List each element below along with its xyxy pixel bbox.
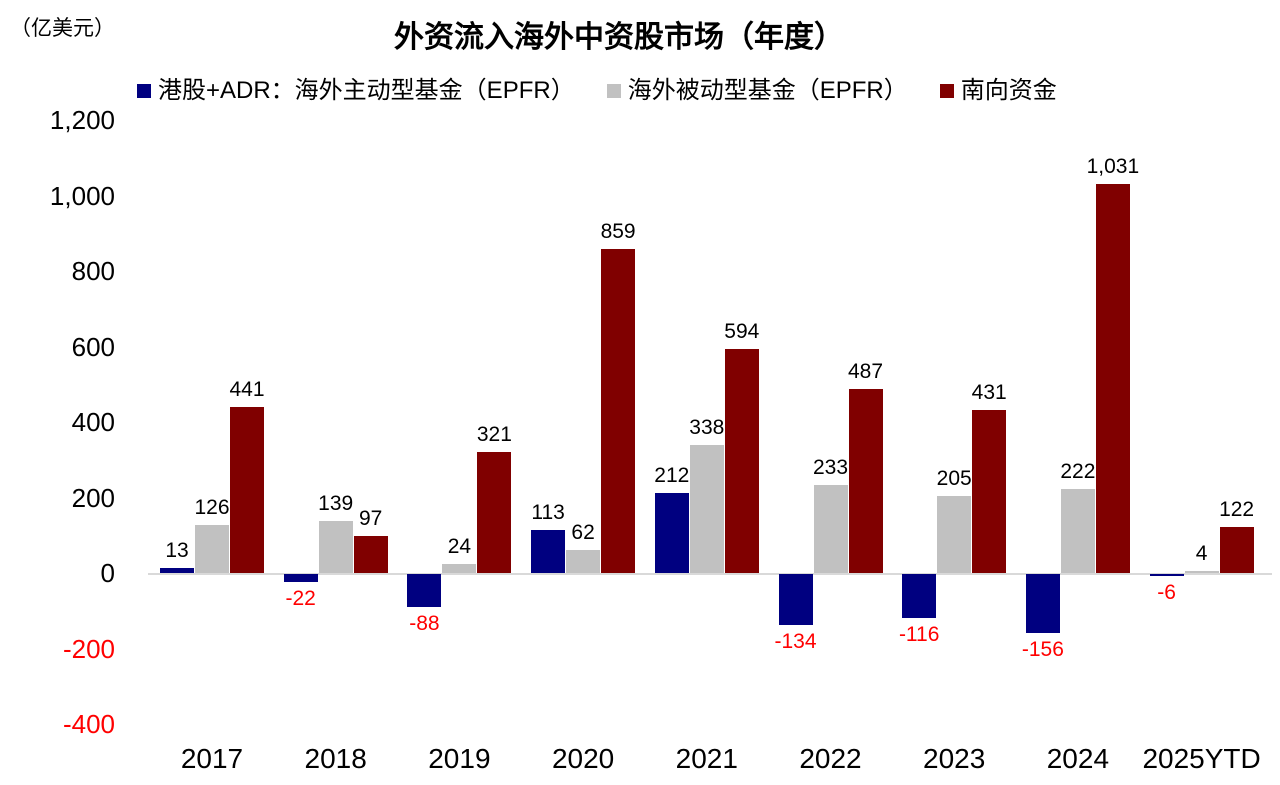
legend-item-0: 港股+ADR：海外主动型基金（EPFR）: [137, 76, 575, 106]
bar-2017-series0: [160, 568, 194, 573]
bar-2023-series1: [937, 495, 972, 573]
bar-2018-series0: [283, 574, 318, 583]
bar-value-label: 441: [229, 377, 265, 401]
y-tick-label: 1,000: [49, 180, 115, 211]
y-tick-label: -400: [62, 709, 115, 739]
bar-value-label: 139: [318, 491, 354, 515]
bar-value-label: 62: [571, 520, 595, 544]
bar-2021-series0: [654, 492, 689, 573]
bar-value-label: -6: [1157, 581, 1176, 605]
x-axis-line: [148, 573, 1272, 575]
bar-value-label: -156: [1021, 637, 1064, 661]
bar-2021-series2: [724, 348, 759, 573]
legend-swatch-icon: [137, 84, 151, 98]
y-tick-label: -200: [62, 633, 115, 664]
bar-2020-series1: [566, 549, 601, 573]
x-tick-label: 2018: [304, 743, 367, 774]
bar-2025YTD-series2: [1219, 526, 1254, 573]
bar-value-label: -134: [774, 629, 817, 653]
x-tick-label: 2024: [1046, 743, 1110, 774]
legend-item-1: 海外被动型基金（EPFR）: [606, 76, 908, 106]
bar-2022-series1: [813, 485, 848, 573]
bar-value-label: 24: [447, 534, 472, 558]
x-tick-label: 2019: [428, 743, 491, 774]
y-tick-label: 200: [71, 482, 115, 513]
bar-value-label: -88: [409, 612, 440, 636]
x-tick-label: 2020: [551, 743, 615, 774]
bar-value-label: 859: [600, 219, 636, 243]
bar-value-label: 97: [359, 507, 383, 531]
y-tick-label: 600: [71, 331, 115, 362]
bar-2018-series1: [318, 520, 353, 573]
y-tick-label: 0: [100, 558, 115, 588]
bar-2019-series0: [407, 574, 442, 608]
bar-value-label: 222: [1060, 460, 1096, 484]
legend-label: 海外被动型基金（EPFR）: [627, 77, 908, 104]
bar-2022-series2: [848, 389, 883, 573]
bar-2024-series2: [1095, 183, 1130, 573]
bar-2025YTD-series1: [1184, 571, 1219, 573]
bar-value-label: 233: [812, 456, 849, 480]
bar-2017-series2: [230, 406, 264, 573]
legend-label: 港股+ADR：海外主动型基金（EPFR）: [158, 77, 575, 104]
bar-2024-series1: [1060, 489, 1095, 573]
bar-value-label: 321: [476, 422, 512, 446]
bar-2021-series1: [689, 445, 724, 573]
legend-item-2: 南向资金: [939, 76, 1057, 106]
bar-value-label: 113: [531, 501, 565, 525]
x-tick-label: 2022: [799, 743, 862, 774]
bar-2019-series1: [442, 563, 477, 573]
bar-value-label: 431: [971, 381, 1007, 405]
bar-value-label: -22: [285, 587, 316, 611]
bar-value-label: 487: [847, 360, 884, 384]
x-tick-label: 2021: [675, 743, 738, 774]
bar-2022-series0: [778, 574, 813, 625]
legend-label: 南向资金: [960, 77, 1057, 104]
bar-2018-series2: [353, 536, 388, 573]
y-axis-unit-label: （亿美元）: [10, 17, 115, 40]
bar-2017-series1: [195, 525, 229, 573]
bar-2023-series2: [972, 410, 1007, 573]
legend-swatch-icon: [939, 84, 954, 98]
x-tick-label: 2025YTD: [1142, 743, 1261, 774]
chart-title: 外资流入海外中资股市场（年度）: [394, 21, 844, 54]
legend-swatch-icon: [606, 84, 621, 98]
bar-value-label: 338: [689, 416, 725, 440]
bar-value-label: 13: [165, 539, 189, 563]
bar-2020-series2: [601, 248, 636, 573]
bar-value-label: 1,031: [1086, 154, 1140, 178]
legend: 港股+ADR：海外主动型基金（EPFR） 海外被动型基金（EPFR） 南向资金: [137, 76, 1057, 106]
bar-value-label: 594: [724, 319, 760, 343]
bar-2024-series0: [1025, 574, 1060, 633]
bar-value-label: 126: [194, 496, 230, 520]
y-tick-label: 400: [71, 407, 115, 437]
bar-value-label: 4: [1195, 542, 1208, 566]
bar-2025YTD-series0: [1149, 574, 1184, 577]
y-tick-label: 800: [71, 256, 115, 286]
bar-2023-series0: [902, 574, 937, 618]
bar-value-label: -116: [898, 622, 940, 646]
bar-2019-series2: [477, 451, 512, 573]
bar-value-label: 122: [1219, 497, 1255, 521]
x-tick-label: 2017: [180, 743, 244, 774]
bar-value-label: 212: [654, 463, 690, 487]
bar-value-label: 205: [936, 466, 972, 490]
y-tick-label: 1,200: [49, 105, 115, 135]
x-tick-label: 2023: [923, 743, 986, 774]
bar-2020-series0: [531, 530, 566, 573]
